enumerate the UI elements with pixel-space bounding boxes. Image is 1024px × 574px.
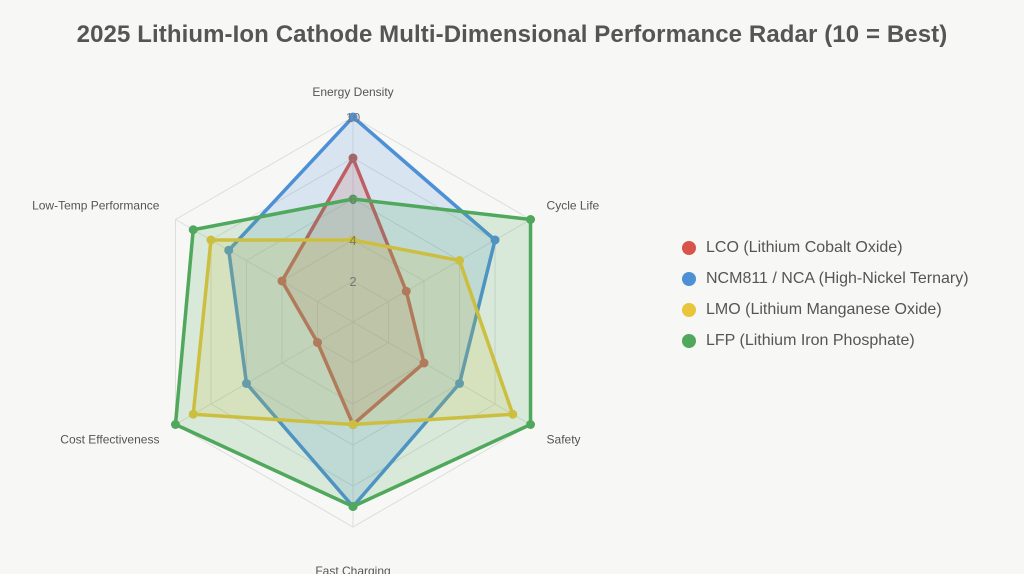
spoke-cost-effectiveness [175,321,354,425]
data-point-2-safety[interactable] [508,409,518,419]
legend-swatch [682,302,696,317]
data-point-1-cycle-life[interactable] [490,235,500,245]
axis-label-low-temp-performance: Low-Temp Performance [32,199,160,213]
data-point-3-energy-density[interactable] [348,194,358,204]
data-point-3-fast-charging[interactable] [348,502,358,511]
data-point-3-cycle-life[interactable] [526,215,536,224]
data-point-1-safety[interactable] [455,379,465,388]
data-point-2-energy-density[interactable] [348,235,358,245]
data-point-2-cost-effectiveness[interactable] [188,409,198,419]
tick-label-8: 8 [349,151,356,166]
axis-label-safety: Safety [547,433,581,447]
data-point-2-low-temp-performance[interactable] [206,235,216,245]
data-point-0-energy-density[interactable] [348,153,358,163]
spoke-cycle-life [352,219,531,323]
legend-item-lfp[interactable]: LFP (Lithium Iron Phosphate) [682,325,969,356]
chart-title: 2025 Lithium-Ion Cathode Multi-Dimension… [76,21,948,48]
data-point-0-cycle-life[interactable] [401,286,411,296]
tick-label-10: 10 [346,110,360,125]
axis-label-energy-density: Energy Density [312,85,393,99]
tick-label-2: 2 [349,274,356,289]
data-point-3-low-temp-performance[interactable] [188,225,198,235]
legend-item-lco[interactable]: LCO (Lithium Cobalt Oxide) [682,232,969,263]
data-point-0-cost-effectiveness[interactable] [312,338,322,347]
tick-label-4: 4 [349,233,356,248]
axis-label-cost-effectiveness: Cost Effectiveness [60,433,159,447]
legend-label: LFP (Lithium Iron Phosphate) [706,331,915,349]
legend-item-ncm811[interactable]: NCM811 / NCA (High-Nickel Ternary) [682,263,969,294]
data-point-0-low-temp-performance[interactable] [277,276,287,286]
legend-swatch [682,333,696,348]
spoke-low-temp-performance [175,219,354,323]
legend-label: NCM811 / NCA (High-Nickel Ternary) [706,269,969,287]
data-point-1-cost-effectiveness[interactable] [241,379,251,388]
axis-label-cycle-life: Cycle Life [547,199,600,213]
data-point-1-low-temp-performance[interactable] [224,245,234,255]
data-point-2-cycle-life[interactable] [455,256,465,265]
data-point-1-energy-density[interactable] [348,112,358,122]
legend-swatch [682,271,696,286]
tick-label-6: 6 [349,192,356,207]
data-point-3-safety[interactable] [526,420,536,429]
data-point-0-safety[interactable] [419,358,429,368]
radar-series-layer [170,112,536,511]
legend-label: LMO (Lithium Manganese Oxide) [706,300,942,318]
legend-swatch [682,240,696,255]
series-lfp [170,194,536,511]
legend-item-lmo[interactable]: LMO (Lithium Manganese Oxide) [682,294,969,325]
axis-label-fast-charging: Fast Charging [315,564,390,574]
data-point-3-cost-effectiveness[interactable] [170,420,180,429]
axis-labels: Energy Density Cycle Life Safety Fast Charg… [32,85,599,574]
spoke-safety [352,321,531,425]
data-point-2-fast-charging[interactable] [348,420,358,429]
legend: LCO (Lithium Cobalt Oxide) NCM811 / NCA (… [682,232,969,356]
series-lmo [188,235,518,429]
radial-tick-labels: 2 4 6 8 10 [346,110,360,289]
legend-label: LCO (Lithium Cobalt Oxide) [706,238,903,256]
